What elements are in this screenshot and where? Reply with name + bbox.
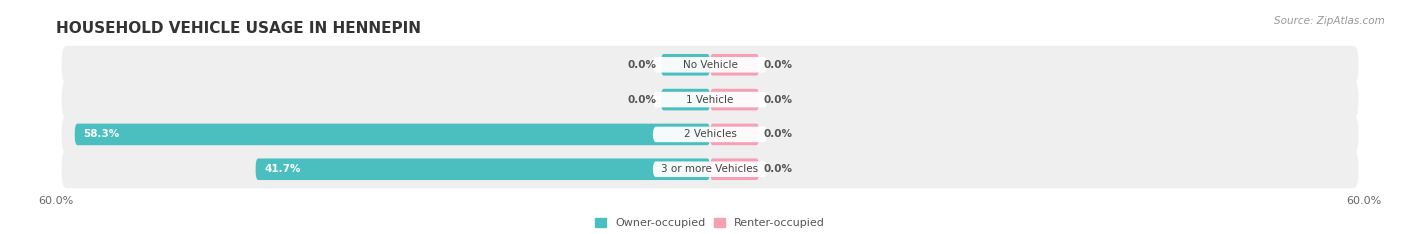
FancyBboxPatch shape bbox=[62, 46, 1358, 84]
FancyBboxPatch shape bbox=[652, 57, 768, 73]
Text: 0.0%: 0.0% bbox=[627, 95, 657, 105]
Text: 41.7%: 41.7% bbox=[264, 164, 301, 174]
FancyBboxPatch shape bbox=[256, 158, 710, 180]
Text: 0.0%: 0.0% bbox=[763, 95, 793, 105]
FancyBboxPatch shape bbox=[75, 124, 710, 145]
Legend: Owner-occupied, Renter-occupied: Owner-occupied, Renter-occupied bbox=[595, 218, 825, 228]
Text: 3 or more Vehicles: 3 or more Vehicles bbox=[661, 164, 759, 174]
FancyBboxPatch shape bbox=[661, 54, 710, 76]
FancyBboxPatch shape bbox=[652, 161, 768, 177]
Text: 1 Vehicle: 1 Vehicle bbox=[686, 95, 734, 105]
FancyBboxPatch shape bbox=[652, 127, 768, 142]
FancyBboxPatch shape bbox=[661, 89, 710, 110]
FancyBboxPatch shape bbox=[710, 158, 759, 180]
Text: HOUSEHOLD VEHICLE USAGE IN HENNEPIN: HOUSEHOLD VEHICLE USAGE IN HENNEPIN bbox=[56, 21, 422, 36]
FancyBboxPatch shape bbox=[62, 80, 1358, 119]
FancyBboxPatch shape bbox=[62, 150, 1358, 188]
FancyBboxPatch shape bbox=[62, 115, 1358, 154]
Text: 0.0%: 0.0% bbox=[763, 164, 793, 174]
FancyBboxPatch shape bbox=[710, 89, 759, 110]
Text: 58.3%: 58.3% bbox=[83, 129, 120, 139]
Text: 2 Vehicles: 2 Vehicles bbox=[683, 129, 737, 139]
Text: Source: ZipAtlas.com: Source: ZipAtlas.com bbox=[1274, 16, 1385, 26]
Text: 0.0%: 0.0% bbox=[763, 129, 793, 139]
FancyBboxPatch shape bbox=[710, 54, 759, 76]
FancyBboxPatch shape bbox=[652, 92, 768, 107]
FancyBboxPatch shape bbox=[710, 124, 759, 145]
Text: No Vehicle: No Vehicle bbox=[682, 60, 738, 70]
Text: 0.0%: 0.0% bbox=[763, 60, 793, 70]
Text: 0.0%: 0.0% bbox=[627, 60, 657, 70]
